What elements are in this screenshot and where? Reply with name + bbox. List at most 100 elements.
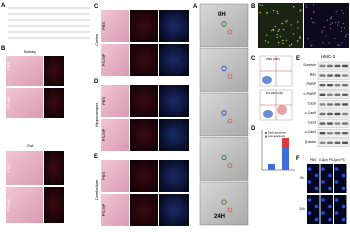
fluor-image xyxy=(307,195,320,224)
protein-label: Cas9 xyxy=(308,101,316,105)
cell-images xyxy=(199,3,249,226)
blot-strip xyxy=(317,100,350,109)
fluor-image xyxy=(130,85,158,117)
band xyxy=(342,112,348,116)
speck xyxy=(288,45,291,47)
band xyxy=(334,103,341,106)
band xyxy=(327,132,333,135)
time-label: 24H xyxy=(214,214,225,220)
speck xyxy=(290,24,292,26)
band xyxy=(327,122,333,125)
band xyxy=(327,64,333,68)
fluor-image xyxy=(130,194,158,226)
band xyxy=(342,64,348,68)
band xyxy=(327,93,333,96)
he-image xyxy=(101,194,129,226)
panel-label: B xyxy=(251,4,256,10)
blot-strip xyxy=(317,90,350,99)
nucleus xyxy=(341,186,346,191)
time-label: 0H xyxy=(218,12,226,18)
panel-label: A xyxy=(1,3,6,9)
speck xyxy=(338,44,340,46)
band xyxy=(319,103,326,106)
nucleus xyxy=(341,173,346,178)
band xyxy=(342,74,348,77)
speck xyxy=(271,29,273,32)
speck xyxy=(285,39,288,42)
speck xyxy=(265,34,268,36)
speck xyxy=(330,17,332,20)
nucleus xyxy=(321,198,325,202)
band xyxy=(334,132,341,135)
speck xyxy=(292,33,295,35)
band xyxy=(342,132,348,135)
band xyxy=(342,93,348,96)
band xyxy=(334,84,341,87)
blot-strip xyxy=(317,138,350,147)
nucleus xyxy=(328,186,332,191)
speck xyxy=(299,36,301,38)
nucleus xyxy=(321,211,325,215)
he-image xyxy=(101,160,129,192)
band xyxy=(319,122,326,125)
nucleus xyxy=(314,173,319,178)
speck xyxy=(292,6,295,8)
speck xyxy=(313,22,315,24)
speck xyxy=(297,40,299,42)
speck xyxy=(297,27,299,29)
speck xyxy=(335,11,337,13)
nucleus xyxy=(334,211,339,215)
cell-marker xyxy=(221,65,227,72)
speck xyxy=(311,21,314,23)
region-label: Cerebellum xyxy=(94,179,99,200)
fluor-image xyxy=(159,194,189,226)
fluor-image xyxy=(159,160,189,192)
speck xyxy=(325,35,327,37)
speck xyxy=(328,42,330,44)
protein-label: c-Cas3 xyxy=(305,130,316,134)
fluor-image xyxy=(258,3,303,48)
he-image xyxy=(101,44,129,76)
cell-image xyxy=(199,137,249,181)
speck xyxy=(331,22,333,24)
speck xyxy=(329,23,332,25)
speck xyxy=(336,24,339,26)
protein-label: Cas3 xyxy=(308,121,316,125)
row-label: PS-MP xyxy=(101,203,106,216)
band xyxy=(319,84,326,87)
fluor-image xyxy=(334,195,347,224)
speck xyxy=(277,30,279,32)
band xyxy=(319,132,326,135)
speck xyxy=(259,11,261,14)
nucleus xyxy=(307,198,312,202)
speck xyxy=(346,34,348,36)
blot-strip xyxy=(317,119,350,128)
bar xyxy=(282,138,289,148)
speck xyxy=(264,40,267,42)
cell-marker xyxy=(221,21,227,27)
speck xyxy=(305,6,308,8)
col-label: 2μm PS xyxy=(333,158,344,162)
panel-label: E xyxy=(94,154,98,160)
region-label: Cortex xyxy=(94,34,99,46)
nucleus xyxy=(314,217,319,222)
speck xyxy=(322,42,324,44)
cell-marker xyxy=(221,154,227,161)
row-label: PS-MP xyxy=(101,128,106,141)
panel-label: D xyxy=(251,126,256,132)
band xyxy=(334,93,341,96)
band xyxy=(334,141,341,144)
cell-marker xyxy=(221,199,227,205)
panel-label: A xyxy=(193,4,198,10)
fluor-image xyxy=(159,85,189,117)
cell-marker xyxy=(227,74,233,79)
panel-label: C xyxy=(94,4,99,10)
fluor-image xyxy=(159,44,189,76)
speck xyxy=(322,30,324,32)
fluor-image xyxy=(130,160,158,192)
col-label: PBS xyxy=(310,158,316,162)
band xyxy=(342,141,348,144)
speck xyxy=(343,27,346,29)
panel-label: D xyxy=(94,79,99,85)
fluor-image xyxy=(320,195,333,224)
